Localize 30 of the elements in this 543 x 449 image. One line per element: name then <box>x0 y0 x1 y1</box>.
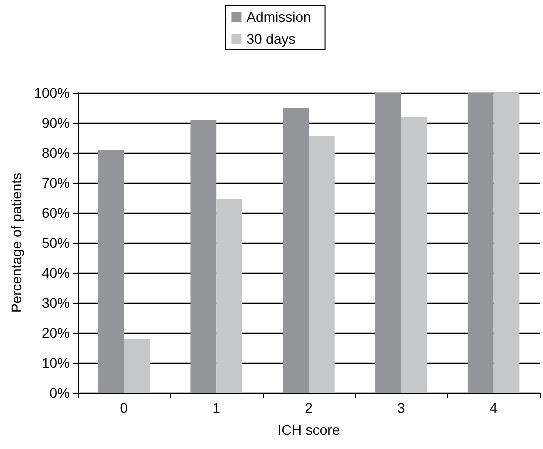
x-tick-label: 2 <box>305 400 314 416</box>
bar <box>283 108 309 393</box>
y-tick-label: 0% <box>50 385 70 401</box>
y-tick-label: 30% <box>42 295 70 311</box>
bar <box>401 117 428 393</box>
bar <box>190 120 217 393</box>
y-tick-label: 40% <box>42 265 70 281</box>
y-axis-title: Percentage of patients <box>8 172 24 314</box>
y-tick-label: 80% <box>42 145 70 161</box>
bar <box>124 339 150 393</box>
y-tick-label: 90% <box>42 115 70 131</box>
x-tick-label: 0 <box>120 400 128 416</box>
x-axis-title: ICH score <box>278 422 340 438</box>
bar <box>98 150 124 393</box>
legend-label: 30 days <box>246 31 296 47</box>
bar <box>494 93 520 393</box>
y-tick-label: 100% <box>34 85 70 101</box>
x-tick-label: 3 <box>398 400 406 416</box>
bar <box>216 200 242 393</box>
bar <box>309 136 335 393</box>
y-tick-label: 60% <box>42 205 70 221</box>
bar <box>468 93 494 393</box>
y-tick-label: 10% <box>42 355 70 371</box>
y-tick-label: 50% <box>42 235 70 251</box>
bar <box>376 93 402 393</box>
y-tick-label: 20% <box>42 325 70 341</box>
legend-label: Admission <box>246 9 312 25</box>
y-tick-label: 70% <box>42 175 70 191</box>
x-tick-label: 1 <box>212 400 221 416</box>
x-tick-label: 4 <box>490 400 498 416</box>
